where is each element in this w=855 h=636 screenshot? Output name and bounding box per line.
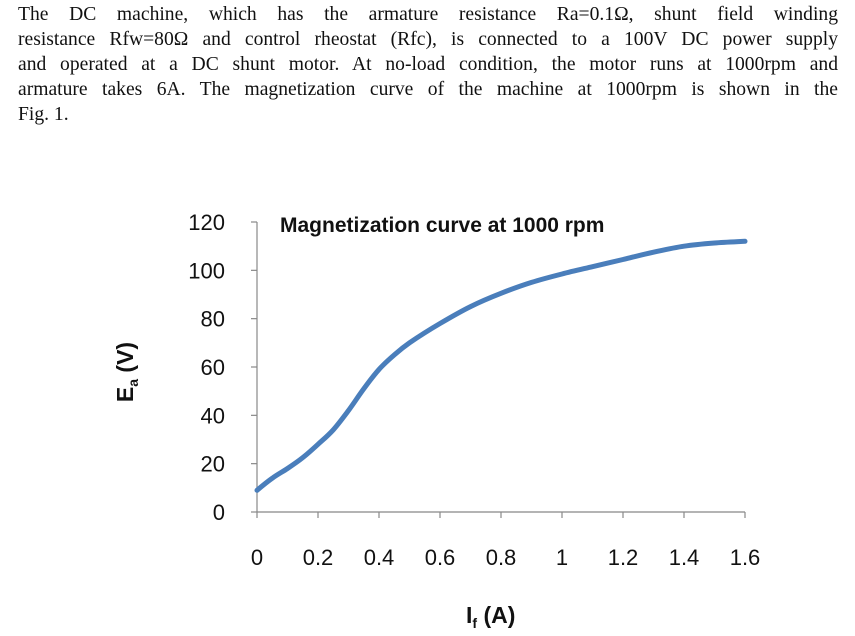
x-tick-label: 1.2 [608, 545, 639, 570]
chart-ticks: 0 20 40 60 80 100 120 0 0.2 0.4 0.6 0.8 1 1.2 1.4 1.6 [188, 210, 760, 570]
y-tick-label: 100 [188, 258, 225, 283]
chart-title: Magnetization curve at 1000 rpm [280, 214, 604, 237]
y-axis-label: Ea (V) [112, 342, 141, 402]
problem-line-5: Fig. 1. [18, 104, 69, 125]
problem-line-1: The DC machine, which has the armature r… [18, 4, 838, 25]
chart-series [254, 238, 748, 493]
y-tick-label: 120 [188, 210, 225, 235]
x-tick-label: 1.6 [730, 545, 761, 570]
y-tick-label: 40 [201, 403, 225, 428]
problem-line-3: and operated at a DC shunt motor. At no-… [18, 54, 838, 75]
problem-statement: The DC machine, which has the armature r… [18, 2, 838, 127]
problem-line-2: resistance Rfw=80Ω and control rheostat … [18, 29, 838, 50]
x-tick-label: 0 [251, 545, 263, 570]
magnetization-curve-line [254, 238, 748, 493]
x-tick-label: 0.6 [425, 545, 456, 570]
y-tick-label: 60 [201, 355, 225, 380]
y-tick-label: 80 [201, 307, 225, 332]
y-tick-label: 0 [213, 500, 225, 525]
x-tick-label: 1.4 [669, 545, 700, 570]
chart-axes [256, 222, 745, 513]
x-axis-label: If (A) [466, 602, 515, 631]
problem-line-4: armature takes 6A. The magnetization cur… [18, 79, 838, 100]
y-tick-label: 20 [201, 452, 225, 477]
x-tick-label: 0.2 [303, 545, 334, 570]
x-tick-label: 0.8 [486, 545, 517, 570]
x-tick-label: 1 [556, 545, 568, 570]
x-tick-label: 0.4 [364, 545, 395, 570]
